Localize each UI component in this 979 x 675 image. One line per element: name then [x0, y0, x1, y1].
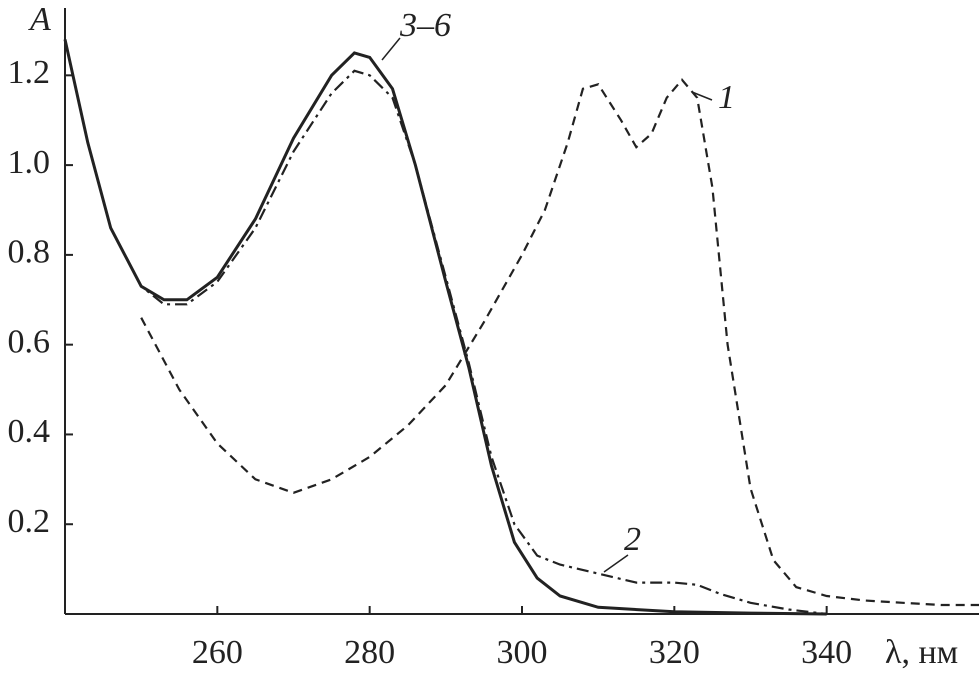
y-tick-label: 0.4 — [8, 413, 51, 450]
series-label: 3–6 — [399, 7, 451, 44]
line — [63, 39, 827, 616]
y-tick-label: 1.0 — [8, 144, 51, 181]
leader-line — [691, 91, 713, 101]
series-label: 1 — [718, 79, 735, 116]
y-tick-label: 0.6 — [8, 323, 51, 360]
x-tick-label: 280 — [344, 634, 395, 671]
x-tick-label: 300 — [497, 634, 548, 671]
leader-line — [603, 554, 629, 573]
y-tick-label: 1.2 — [8, 54, 51, 91]
x-tick-label: 340 — [801, 634, 852, 671]
y-tick-label: 0.2 — [8, 503, 51, 540]
x-tick-label: 320 — [649, 634, 700, 671]
series-label: 2 — [624, 521, 641, 558]
y-tick-label: 0.8 — [8, 234, 51, 271]
line — [140, 78, 979, 607]
x-axis-label: λ, нм — [885, 634, 958, 671]
x-tick-label: 260 — [192, 634, 243, 671]
line — [63, 39, 827, 616]
y-axis-label: A — [28, 1, 51, 38]
leader-line — [381, 37, 401, 61]
